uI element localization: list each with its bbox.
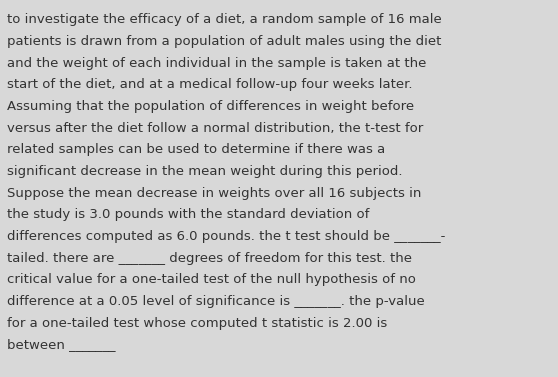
Text: and the weight of each individual in the sample is taken at the: and the weight of each individual in the… bbox=[7, 57, 427, 69]
Text: critical value for a one-tailed test of the null hypothesis of no: critical value for a one-tailed test of … bbox=[7, 273, 416, 286]
Text: to investigate the efficacy of a diet, a random sample of 16 male: to investigate the efficacy of a diet, a… bbox=[7, 13, 442, 26]
Text: Assuming that the population of differences in weight before: Assuming that the population of differen… bbox=[7, 100, 415, 113]
Text: differences computed as 6.0 pounds. the t test should be _______-: differences computed as 6.0 pounds. the … bbox=[7, 230, 446, 243]
Text: for a one-tailed test whose computed t statistic is 2.00 is: for a one-tailed test whose computed t s… bbox=[7, 317, 387, 329]
Text: between _______: between _______ bbox=[7, 339, 116, 351]
Text: difference at a 0.05 level of significance is _______. the p-value: difference at a 0.05 level of significan… bbox=[7, 295, 425, 308]
Text: Suppose the mean decrease in weights over all 16 subjects in: Suppose the mean decrease in weights ove… bbox=[7, 187, 422, 199]
Text: related samples can be used to determine if there was a: related samples can be used to determine… bbox=[7, 143, 386, 156]
Text: significant decrease in the mean weight during this period.: significant decrease in the mean weight … bbox=[7, 165, 403, 178]
Text: tailed. there are _______ degrees of freedom for this test. the: tailed. there are _______ degrees of fre… bbox=[7, 252, 412, 265]
Text: start of the diet, and at a medical follow-up four weeks later.: start of the diet, and at a medical foll… bbox=[7, 78, 413, 91]
Text: the study is 3.0 pounds with the standard deviation of: the study is 3.0 pounds with the standar… bbox=[7, 208, 369, 221]
Text: versus after the diet follow a normal distribution, the t-test for: versus after the diet follow a normal di… bbox=[7, 121, 424, 135]
Text: patients is drawn from a population of adult males using the diet: patients is drawn from a population of a… bbox=[7, 35, 441, 48]
